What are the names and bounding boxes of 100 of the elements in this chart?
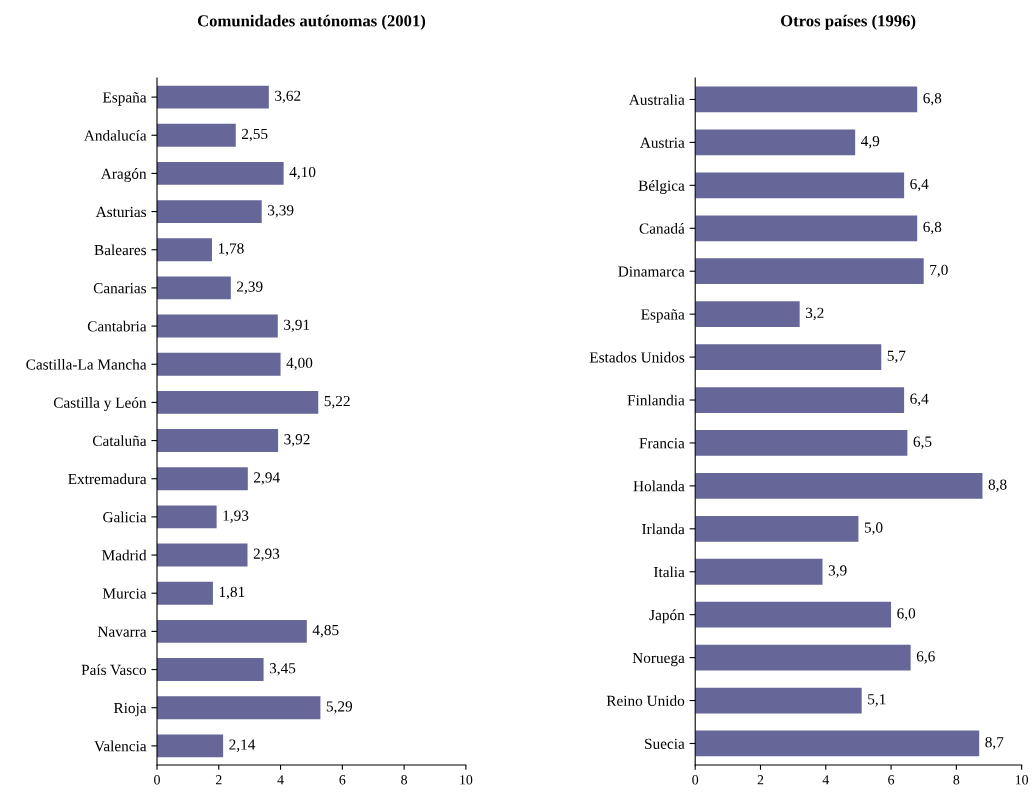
y-tick-label: Extremadura <box>68 473 147 485</box>
bar <box>695 687 862 714</box>
bar <box>695 601 892 628</box>
y-tick-label: Murcia <box>102 588 147 599</box>
bar <box>157 123 236 147</box>
x-tick-label: 10 <box>460 775 473 785</box>
y-tick-label: Castilla y León <box>53 397 147 412</box>
data-label: 3,91 <box>284 319 310 333</box>
y-tick-label: Estados Unidos <box>589 351 685 363</box>
y-tick-label: Reino Unido <box>606 695 685 707</box>
bar <box>157 734 224 758</box>
chart-title: Comunidades autónomas (2001) <box>197 14 426 30</box>
data-label: 6,8 <box>923 221 942 235</box>
bar <box>695 558 823 585</box>
data-label: 3,45 <box>269 663 296 676</box>
data-label: 5,22 <box>324 395 350 409</box>
y-tick-label: Navarra <box>97 626 147 637</box>
data-label: 5,29 <box>326 701 353 714</box>
bar <box>157 200 262 224</box>
bar <box>695 86 918 113</box>
data-label: 2,93 <box>253 548 280 562</box>
bar <box>157 352 281 376</box>
y-tick-label: Canarias <box>93 283 147 294</box>
y-tick-label: España <box>102 92 147 106</box>
data-label: 5,7 <box>887 350 906 364</box>
bar <box>157 696 321 720</box>
bar <box>695 301 800 328</box>
bar <box>695 430 908 456</box>
x-tick-label: 8 <box>953 775 960 785</box>
x-tick-label: 2 <box>757 775 764 785</box>
y-tick-label: Baleares <box>94 244 147 256</box>
x-tick-label: 4 <box>822 775 830 785</box>
chart-title: Otros países (1996) <box>781 14 916 30</box>
y-tick-label: Madrid <box>102 549 147 561</box>
y-tick-label: Andalucía <box>83 129 147 141</box>
y-tick-label: Dinamarca <box>618 266 685 277</box>
bar <box>695 730 980 757</box>
x-tick-label: 10 <box>1015 775 1029 785</box>
y-tick-label: Bélgica <box>638 180 685 194</box>
y-tick-label: Finlandia <box>627 394 685 406</box>
y-tick-label: País Vasco <box>81 664 147 676</box>
data-label: 4,00 <box>286 357 313 371</box>
data-label: 5,0 <box>864 522 883 535</box>
y-tick-label: Australia <box>628 94 685 105</box>
x-tick-label: 4 <box>277 775 284 785</box>
bar <box>695 258 924 285</box>
bar <box>157 85 269 109</box>
y-tick-label: Rioja <box>113 702 147 717</box>
bar <box>157 429 279 453</box>
x-tick-label: 8 <box>401 775 408 785</box>
y-tick-label: Galicia <box>103 511 147 523</box>
data-label: 1,78 <box>218 243 244 256</box>
y-tick-label: Japón <box>649 609 685 624</box>
y-tick-label: España <box>641 309 685 323</box>
data-label: 3,9 <box>828 565 847 578</box>
data-label: 6,8 <box>923 92 942 106</box>
bar <box>157 314 278 338</box>
bar <box>157 390 319 414</box>
bar <box>157 619 307 643</box>
y-tick-label: Italia <box>653 566 685 578</box>
bar <box>157 543 248 567</box>
data-label: 6,6 <box>916 651 935 664</box>
data-label: 5,1 <box>868 694 886 707</box>
bar <box>157 238 212 262</box>
data-label: 6,0 <box>897 608 916 621</box>
y-tick-label: Cataluña <box>92 435 147 447</box>
data-label: 4,85 <box>312 624 339 638</box>
bar <box>157 658 264 681</box>
data-label: 4,10 <box>289 166 316 180</box>
data-label: 3,92 <box>284 434 310 447</box>
data-label: 8,8 <box>988 479 1007 492</box>
data-label: 1,81 <box>219 586 245 600</box>
y-tick-label: Cantabria <box>87 320 147 332</box>
data-label: 3,2 <box>805 307 824 321</box>
data-label: 4,9 <box>861 135 880 149</box>
y-tick-label: Holanda <box>633 480 685 492</box>
x-tick-label: 6 <box>888 775 895 785</box>
bar <box>157 276 231 300</box>
data-label: 8,7 <box>985 737 1004 750</box>
bar <box>695 473 983 499</box>
bar <box>157 581 213 605</box>
data-label: 7,0 <box>930 264 948 278</box>
data-label: 2,55 <box>242 128 268 142</box>
y-tick-label: Irlanda <box>642 523 685 535</box>
x-tick-label: 2 <box>215 775 222 785</box>
bar <box>695 644 911 671</box>
data-label: 6,4 <box>910 393 929 407</box>
y-tick-label: Aragón <box>100 168 147 183</box>
y-tick-label: Castilla-La Mancha <box>26 358 147 370</box>
bar <box>695 387 905 413</box>
y-tick-label: Canadá <box>639 222 685 234</box>
bar <box>695 129 856 156</box>
bar <box>695 215 918 242</box>
y-tick-label: Austria <box>639 137 685 148</box>
data-label: 1,93 <box>223 510 249 523</box>
x-tick-label: 0 <box>692 775 699 785</box>
bar <box>695 515 859 542</box>
bar <box>157 505 217 529</box>
data-label: 3,39 <box>268 205 294 218</box>
data-label: 2,94 <box>254 472 280 485</box>
